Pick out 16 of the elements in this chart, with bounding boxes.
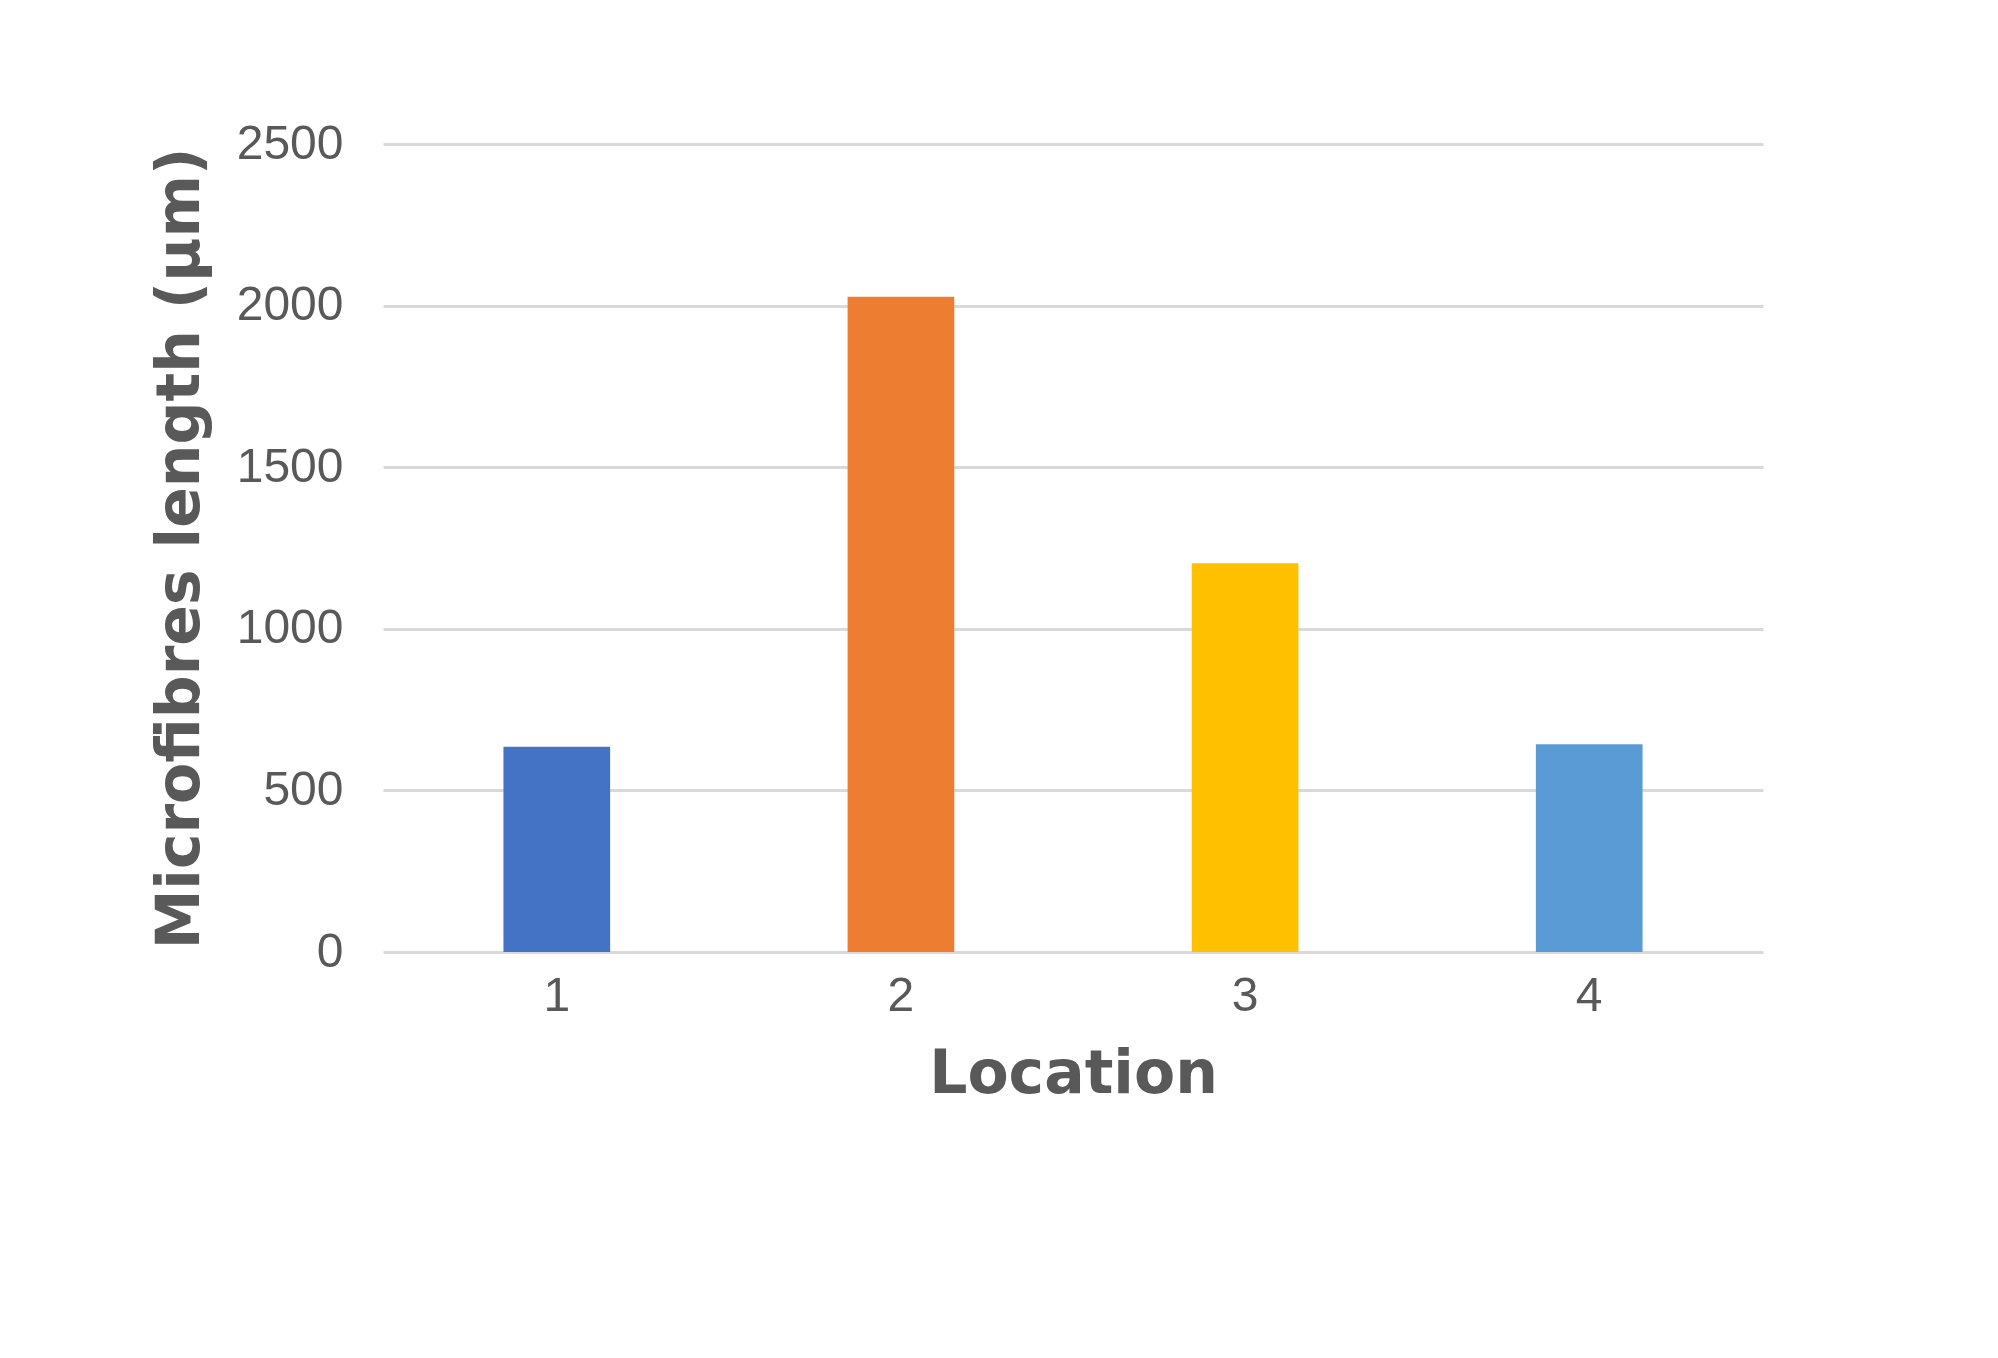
y-axis-title: Microfibres length (µm) xyxy=(142,147,213,950)
x-tick-label: 4 xyxy=(1575,967,1603,1021)
bar xyxy=(847,296,955,952)
bar xyxy=(503,746,611,952)
y-tick-label: 1000 xyxy=(236,600,344,654)
x-tick-label: 1 xyxy=(543,967,571,1021)
y-tick-label: 2500 xyxy=(236,115,344,169)
y-tick-label: 500 xyxy=(263,761,344,815)
y-tick-label: 1500 xyxy=(236,438,344,492)
y-tick-label: 2000 xyxy=(236,277,344,331)
x-axis-title: Location xyxy=(929,1036,1218,1107)
x-tick-label: 3 xyxy=(1231,967,1259,1021)
x-tick-label: 2 xyxy=(887,967,915,1021)
bar xyxy=(1535,744,1643,952)
bar xyxy=(1191,563,1299,952)
y-tick-label: 0 xyxy=(316,923,344,977)
